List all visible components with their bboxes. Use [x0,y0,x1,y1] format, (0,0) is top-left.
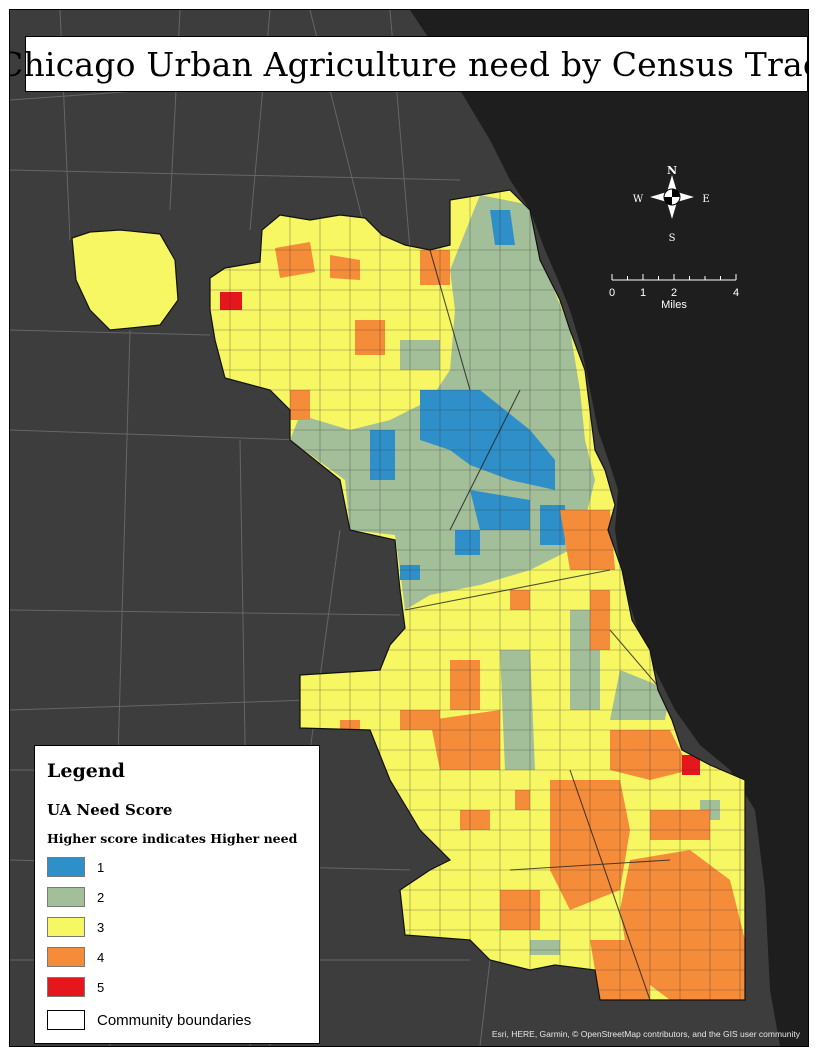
map-title-box: Chicago Urban Agriculture need by Census… [10,36,808,92]
legend-item: 5 [47,976,104,998]
legend-item: Community boundaries [47,1009,251,1031]
legend-label: Community boundaries [97,1011,252,1029]
legend-swatch [47,917,85,937]
legend-description: Higher score indicates Higher need [47,831,298,846]
legend-panel: Legend UA Need Score Higher score indica… [34,745,320,1044]
compass-rose-icon: N S W E [633,164,710,242]
compass-n: N [667,164,677,177]
scale-tick-2: 2 [671,287,677,299]
scale-unit: Miles [661,299,687,311]
scale-tick-0: 0 [609,287,615,299]
legend-item: 1 [47,856,104,878]
legend-label: 2 [97,889,105,905]
legend-swatch [47,977,85,997]
legend-title: Legend [47,760,125,782]
legend-label: 4 [97,949,105,965]
map-frame: Chicago Urban Agriculture need by Census… [9,9,809,1047]
legend-swatch [47,857,85,877]
scale-bar: 0 1 2 4 Miles [609,274,739,311]
legend-label: 1 [97,859,105,875]
legend-label: 5 [97,979,105,995]
legend-item: 4 [47,946,104,968]
legend-swatch [47,947,85,967]
compass-e: E [702,194,709,205]
legend-item: 2 [47,886,104,908]
map-attribution: Esri, HERE, Garmin, © OpenStreetMap cont… [491,1029,800,1039]
legend-item: 3 [47,916,104,938]
scale-tick-1: 1 [640,287,646,299]
compass-s: S [669,233,676,242]
compass-w: W [633,194,644,205]
legend-swatch-boundary [47,1010,85,1030]
scale-tick-3: 4 [733,287,739,299]
legend-label: 3 [97,919,105,935]
legend-swatch [47,887,85,907]
legend-subtitle: UA Need Score [47,801,173,819]
map-title: Chicago Urban Agriculture need by Census… [9,44,809,84]
